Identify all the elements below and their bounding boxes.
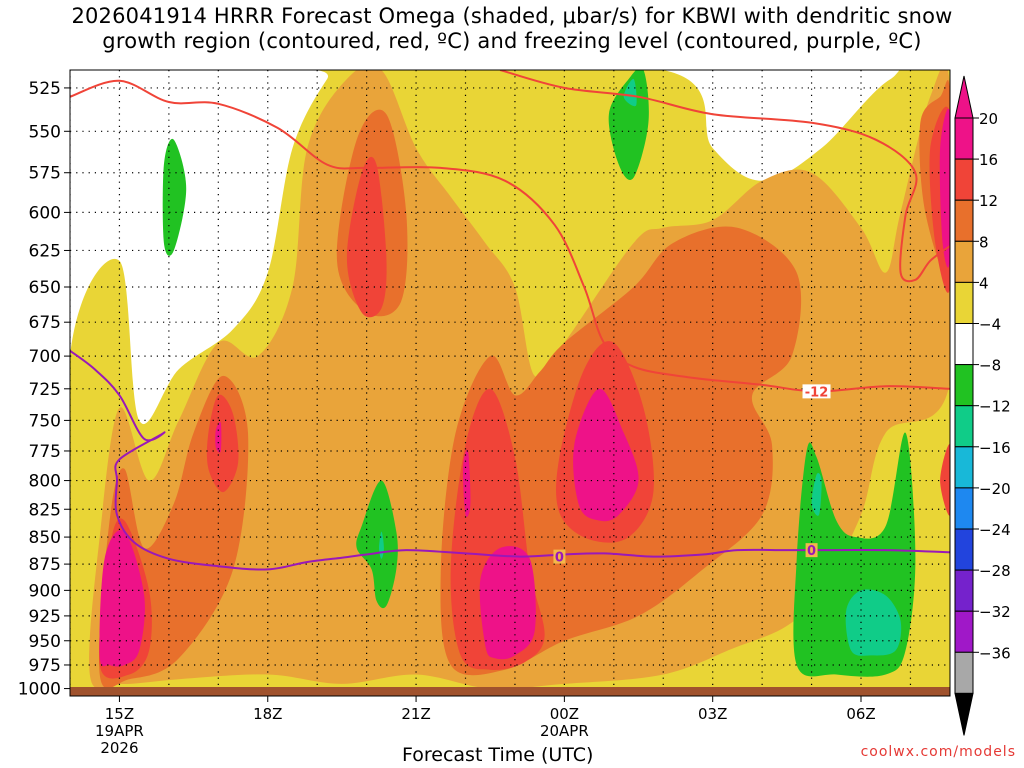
colorbar-label--32: −32 (979, 603, 1011, 621)
x-tick-label-15-0: 15Z (105, 705, 134, 723)
omega-region-neg4-19 (162, 138, 187, 256)
omega-region-neg8-24 (811, 473, 822, 516)
x-tick-label-24-0: 00Z (550, 705, 579, 723)
x-axis-title: Forecast Time (UTC) (402, 744, 594, 766)
y-tick-label-850: 850 (29, 528, 61, 548)
omega-region-pos16-12 (940, 444, 950, 516)
colorbar-label-20: 20 (979, 110, 998, 128)
colorbar-swatch-11 (954, 569, 974, 612)
y-tick-label-725: 725 (29, 380, 61, 400)
y-tick-label-825: 825 (29, 500, 61, 520)
x-tick-label-15-2: 2026 (100, 739, 138, 757)
colorbar-swatch-5 (954, 323, 974, 366)
x-tick-label-30-0: 06Z (846, 705, 875, 723)
colorbar-swatch-8 (954, 446, 974, 489)
colorbar-swatch-7 (954, 405, 974, 448)
colorbar-label--16: −16 (979, 439, 1011, 457)
y-tick-label-750: 750 (29, 411, 61, 431)
x-tick-label-15-1: 19APR (95, 722, 144, 740)
colorbar-swatch-0 (954, 117, 974, 160)
terrain-strip (70, 687, 950, 696)
omega-region-pos20-15 (479, 546, 536, 660)
omega-region-pos16-8 (346, 156, 387, 318)
colorbar-swatch-10 (954, 528, 974, 571)
colorbar-label--36: −36 (979, 644, 1011, 662)
colorbar-label-12: 12 (979, 192, 998, 210)
freezing-level-contour (70, 349, 950, 571)
colorbar-swatch-6 (954, 364, 974, 407)
omega-region-neg4-20 (356, 480, 398, 609)
colorbar-bottom-arrow (954, 692, 974, 736)
plot-frame (69, 69, 951, 697)
omega-shading-layer (70, 70, 950, 696)
colorbar-label--12: −12 (979, 398, 1011, 416)
chart-title: 2026041914 HRRR Forecast Omega (shaded, … (0, 4, 1024, 54)
y-tick-label-975: 975 (29, 656, 61, 676)
omega-region-neg8-23 (845, 589, 902, 656)
colorbar-swatch-9 (954, 487, 974, 530)
dendritic-label-bg (802, 384, 831, 399)
chart-title-line1: 2026041914 HRRR Forecast Omega (shaded, … (71, 4, 953, 28)
dendritic-growth-contour (70, 79, 950, 393)
colorbar-label--28: −28 (979, 562, 1011, 580)
dendritic-growth-contour-branch (499, 70, 950, 283)
colorbar-legend: 20 16 12 8 4 −4 −8 −12 −16 −20 −24 −28 −32 −36 (954, 75, 1011, 736)
colorbar-label-16: 16 (979, 151, 998, 169)
y-tick-label-875: 875 (29, 555, 61, 575)
freezing-label-bg-1 (805, 543, 818, 558)
colorbar-top-arrow (954, 75, 974, 119)
x-tick-label-18-0: 18Z (253, 705, 282, 723)
freezing-contour-label-1: 0 (807, 544, 816, 559)
colorbar-label-8: 8 (979, 233, 989, 251)
x-tick-label-24-1: 20APR (540, 722, 589, 740)
y-tick-label-575: 575 (29, 164, 61, 184)
contour-layer: -12 0 0 (70, 70, 950, 571)
x-tick-label-27-0: 03Z (698, 705, 727, 723)
y-tick-label-775: 775 (29, 442, 61, 462)
y-tick-label-650: 650 (29, 278, 61, 298)
omega-region-pos20-18 (215, 421, 222, 453)
y-tick-label-925: 925 (29, 607, 61, 627)
y-tick-label-1000: 1000 (18, 680, 61, 700)
colorbar-swatch-3 (954, 240, 974, 283)
credit-link[interactable]: coolwx.com/models (860, 744, 1016, 760)
y-tick-label-525: 525 (29, 79, 61, 99)
y-tick-label-550: 550 (29, 122, 61, 142)
colorbar-label--24: −24 (979, 521, 1011, 539)
colorbar-label-4: 4 (979, 274, 989, 292)
omega-region-pos20-17 (462, 449, 471, 518)
omega-region-pos20-13 (99, 530, 145, 667)
gridlines (70, 70, 950, 696)
colorbar-swatch-1 (954, 158, 974, 201)
y-tick-label-675: 675 (29, 313, 61, 333)
colorbar-swatch-2 (954, 199, 974, 242)
y-tick-label-900: 900 (29, 581, 61, 601)
y-tick-label-950: 950 (29, 632, 61, 652)
colorbar-label--4: −4 (979, 316, 1001, 334)
colorbar-swatch-12 (954, 610, 974, 653)
omega-region-pos20-14 (573, 388, 639, 522)
omega-region-pos16-7 (206, 394, 239, 493)
colorbar-label--20: −20 (979, 480, 1011, 498)
colorbar-label--8: −8 (979, 357, 1001, 375)
x-tick-label-21-0: 21Z (401, 705, 430, 723)
y-tick-label-700: 700 (29, 347, 61, 367)
freezing-label-bg-0 (553, 549, 566, 564)
pressure-axis: 525 550 575 600 625 650 675 700 725 750 775 800 825 8… (18, 79, 70, 700)
y-tick-label-800: 800 (29, 472, 61, 492)
omega-region-pos20-16 (939, 108, 950, 268)
dendritic-contour-label: -12 (805, 385, 829, 400)
omega-region-neg8-26 (623, 78, 637, 107)
freezing-contour-label-0: 0 (555, 551, 564, 566)
y-tick-label-600: 600 (29, 203, 61, 223)
chart-title-line2: growth region (contoured, red, ºC) and f… (102, 29, 922, 53)
y-tick-label-625: 625 (29, 241, 61, 261)
colorbar-swatch-13 (954, 651, 974, 694)
colorbar-swatch-4 (954, 281, 974, 324)
